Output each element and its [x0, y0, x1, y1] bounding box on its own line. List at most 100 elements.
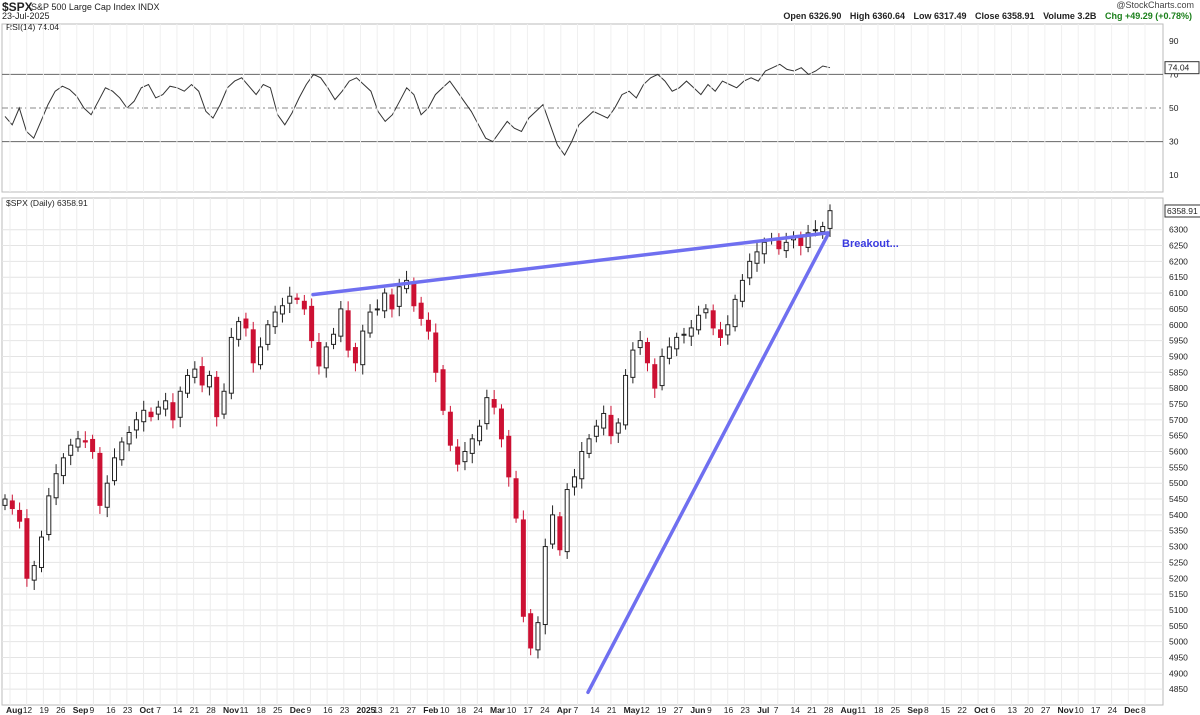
- candle-body: [228, 336, 234, 394]
- price-ytick-label: 5650: [1169, 431, 1188, 441]
- x-tick-label: 10: [1074, 705, 1084, 715]
- x-tick-label: 19: [657, 705, 667, 715]
- x-tick-label: 19: [39, 705, 49, 715]
- price-ytick-label: 5800: [1169, 383, 1188, 393]
- price-ytick-label: 5950: [1169, 336, 1188, 346]
- candle-body: [447, 411, 453, 446]
- x-tick-label: Oct: [974, 705, 988, 715]
- price-ytick-label: 5000: [1169, 637, 1188, 647]
- x-tick-label: 28: [206, 705, 216, 715]
- candle-body: [75, 438, 81, 448]
- candle-body: [206, 374, 212, 388]
- x-tick-label: 10: [440, 705, 450, 715]
- candle-body: [243, 318, 249, 329]
- x-tick-label: May: [624, 705, 641, 715]
- rsi-ytick-label: 70: [1169, 69, 1179, 79]
- candle-body: [360, 330, 366, 366]
- price-ytick-label: 5850: [1169, 367, 1188, 377]
- x-tick-label: 8: [1141, 705, 1146, 715]
- candle-body: [265, 324, 271, 345]
- x-tick-label: Aug: [6, 705, 23, 715]
- x-tick-label: 18: [457, 705, 467, 715]
- price-ytick-label: 6250: [1169, 241, 1188, 251]
- ohlc-readout: Open 6326.90 High 6360.64 Low 6317.49 Cl…: [777, 11, 1192, 21]
- candle-body: [717, 329, 723, 338]
- candle-body: [53, 473, 59, 499]
- x-tick-label: 12: [640, 705, 650, 715]
- x-tick-label: 22: [957, 705, 967, 715]
- candle-body: [155, 406, 161, 415]
- x-tick-label: 16: [106, 705, 116, 715]
- copyright-text: @StockCharts.com: [1116, 0, 1194, 10]
- candle-body: [623, 374, 629, 426]
- x-tick-label: 23: [340, 705, 350, 715]
- x-tick-label: 25: [273, 705, 283, 715]
- candle-body: [754, 251, 760, 264]
- volume-value: Volume 3.2B: [1043, 11, 1097, 21]
- candle-body: [564, 489, 570, 553]
- x-tick-label: 14: [790, 705, 800, 715]
- candle-body: [542, 546, 548, 626]
- price-ytick-label: 5750: [1169, 399, 1188, 409]
- x-tick-label: 17: [523, 705, 533, 715]
- x-tick-label: 27: [674, 705, 684, 715]
- price-ytick-label: 6150: [1169, 272, 1188, 282]
- price-ytick-label: 5100: [1169, 605, 1188, 615]
- price-ytick-label: 5700: [1169, 415, 1188, 425]
- candle-body: [535, 622, 541, 651]
- x-tick-label: 6: [991, 705, 996, 715]
- x-tick-label: 15: [941, 705, 951, 715]
- price-ytick-label: 5200: [1169, 573, 1188, 583]
- candle-body: [513, 478, 519, 519]
- candle-body: [710, 310, 716, 329]
- price-ytick-label: 6100: [1169, 288, 1188, 298]
- x-tick-label: Oct: [140, 705, 154, 715]
- candle-body: [272, 311, 278, 328]
- candle-body: [666, 346, 672, 359]
- x-tick-label: 18: [874, 705, 884, 715]
- candle-body: [382, 292, 388, 312]
- candle-body: [250, 329, 256, 364]
- candle-body: [644, 341, 650, 364]
- price-last-value-label: 6358.91: [1167, 206, 1198, 216]
- candle-body: [637, 340, 643, 349]
- x-tick-label: 16: [724, 705, 734, 715]
- candle-body: [652, 364, 658, 389]
- candle-body: [681, 333, 687, 336]
- candle-body: [185, 374, 191, 394]
- x-tick-label: 14: [590, 705, 600, 715]
- lower-trendline: [586, 232, 830, 695]
- candle-body: [601, 412, 607, 429]
- x-tick-label: Sep: [73, 705, 89, 715]
- candle-body: [301, 300, 307, 310]
- price-ytick-label: 4850: [1169, 684, 1188, 694]
- candle-body: [455, 446, 461, 465]
- candle-body: [316, 341, 322, 367]
- ticker-name: S&P 500 Large Cap Index: [31, 2, 136, 12]
- x-tick-label: 13: [1007, 705, 1017, 715]
- low-value: Low 6317.49: [913, 11, 967, 21]
- price-ytick-label: 4900: [1169, 668, 1188, 678]
- x-tick-label: 24: [473, 705, 483, 715]
- price-ytick-label: 5600: [1169, 447, 1188, 457]
- chart-date: 23-Jul-2025: [2, 11, 50, 21]
- candle-body: [776, 240, 782, 250]
- x-tick-label: 23: [740, 705, 750, 715]
- candle-body: [323, 346, 329, 369]
- price-ytick-label: 4950: [1169, 652, 1188, 662]
- candle-body: [17, 509, 23, 522]
- candle-body: [338, 308, 344, 337]
- candle-body: [571, 476, 577, 488]
- candle-body: [425, 319, 431, 332]
- price-last-value-box: [1164, 204, 1200, 218]
- candle-body: [761, 241, 767, 255]
- candle-body: [192, 368, 198, 378]
- candle-body: [440, 369, 446, 411]
- candle-body: [258, 346, 264, 366]
- candle-body: [141, 409, 147, 423]
- candle-body: [805, 232, 811, 248]
- x-tick-label: Aug: [841, 705, 858, 715]
- x-tick-label: 28: [824, 705, 834, 715]
- x-tick-label: 14: [173, 705, 183, 715]
- price-ytick-label: 5150: [1169, 589, 1188, 599]
